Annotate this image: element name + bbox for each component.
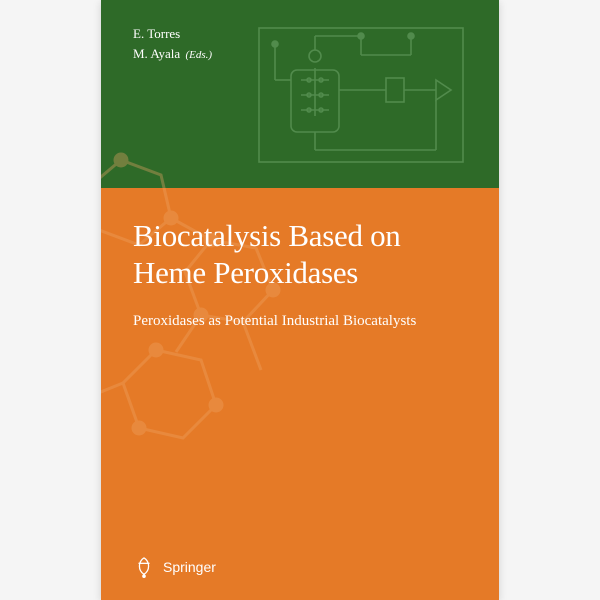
springer-logo-icon <box>133 556 155 578</box>
publisher-block: Springer <box>133 556 216 578</box>
book-subtitle: Peroxidases as Potential Industrial Bioc… <box>133 311 469 331</box>
title-block: Biocatalysis Based on Heme Peroxidases P… <box>133 218 469 331</box>
publisher-name: Springer <box>163 559 216 575</box>
editor-1: E. Torres <box>133 24 212 44</box>
book-cover: E. Torres M. Ayala (Eds.) Biocatalysis B… <box>101 0 499 600</box>
book-title: Biocatalysis Based on Heme Peroxidases <box>133 218 469 291</box>
editors-block: E. Torres M. Ayala (Eds.) <box>133 24 212 63</box>
editor-2: M. Ayala (Eds.) <box>133 44 212 64</box>
